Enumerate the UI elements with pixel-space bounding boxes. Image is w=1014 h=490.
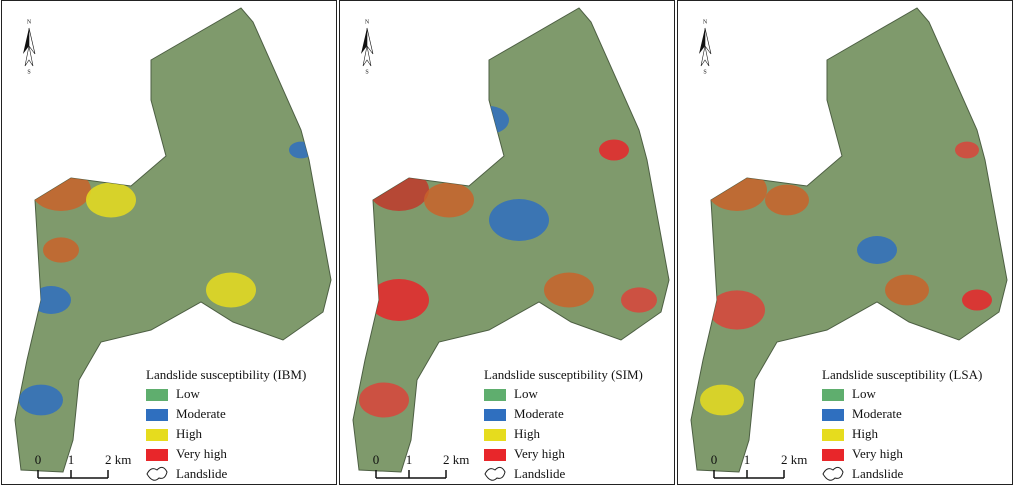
legend-label: Moderate xyxy=(176,406,226,421)
legend-label: Landslide xyxy=(514,466,565,481)
zone xyxy=(489,199,549,241)
legend-swatch xyxy=(484,389,506,401)
scale-label: 2 km xyxy=(105,452,131,467)
zone xyxy=(700,385,744,416)
legend-title: Landslide susceptibility (SIM) xyxy=(484,367,643,382)
legend-title: Landslide susceptibility (IBM) xyxy=(146,367,306,382)
legend-label: Low xyxy=(176,386,200,401)
zone xyxy=(955,142,979,159)
map-panel: N S Landslide susceptibility (SIM) Low Moder… xyxy=(340,1,675,485)
legend-label: Landslide xyxy=(176,466,227,481)
legend-swatch xyxy=(822,409,844,421)
north-label: N xyxy=(703,19,708,25)
figure: N S Landslide susceptibility (IBM) Low Moder… xyxy=(0,0,1014,485)
legend-label: High xyxy=(852,426,879,441)
zone xyxy=(599,140,629,161)
zone xyxy=(857,236,897,264)
map-panel: N S Landslide susceptibility (IBM) Low Moder… xyxy=(2,1,337,485)
zone xyxy=(962,290,992,311)
legend-swatch xyxy=(146,449,168,461)
south-label: S xyxy=(27,69,30,75)
zone xyxy=(19,385,63,416)
zone xyxy=(544,273,594,308)
zone xyxy=(885,275,929,306)
legend-swatch xyxy=(484,409,506,421)
zone xyxy=(206,273,256,308)
legend-swatch xyxy=(822,429,844,441)
scale-label: 0 xyxy=(35,452,42,467)
legend-label: Moderate xyxy=(514,406,564,421)
legend-label: Very high xyxy=(514,446,565,461)
legend-swatch xyxy=(484,429,506,441)
legend-label: Low xyxy=(852,386,876,401)
legend-label: Landslide xyxy=(852,466,903,481)
north-label: N xyxy=(365,19,370,25)
legend-label: Very high xyxy=(176,446,227,461)
legend-label: Moderate xyxy=(852,406,902,421)
legend-swatch xyxy=(822,449,844,461)
zone xyxy=(621,287,657,312)
scale-label: 2 km xyxy=(443,452,469,467)
legend-label: High xyxy=(176,426,203,441)
legend-swatch xyxy=(146,429,168,441)
north-label: N xyxy=(27,19,32,25)
scale-label: 0 xyxy=(373,452,380,467)
scale-label: 1 xyxy=(744,452,751,467)
zone xyxy=(359,383,409,418)
zone xyxy=(424,183,474,218)
zone xyxy=(765,185,809,216)
zone xyxy=(43,237,79,262)
legend-label: Low xyxy=(514,386,538,401)
legend-label: Very high xyxy=(852,446,903,461)
legend-swatch xyxy=(146,389,168,401)
legend-swatch xyxy=(484,449,506,461)
scale-label: 2 km xyxy=(781,452,807,467)
south-label: S xyxy=(365,69,368,75)
legend-swatch xyxy=(146,409,168,421)
map-panel: N S Landslide susceptibility (LSA) Low Moder… xyxy=(678,1,1013,485)
legend-label: High xyxy=(514,426,541,441)
zone xyxy=(86,183,136,218)
legend-title: Landslide susceptibility (LSA) xyxy=(822,367,982,382)
legend-swatch xyxy=(822,389,844,401)
zone xyxy=(709,290,765,329)
scale-label: 0 xyxy=(711,452,718,467)
scale-label: 1 xyxy=(406,452,413,467)
scale-label: 1 xyxy=(68,452,75,467)
south-label: S xyxy=(703,69,706,75)
